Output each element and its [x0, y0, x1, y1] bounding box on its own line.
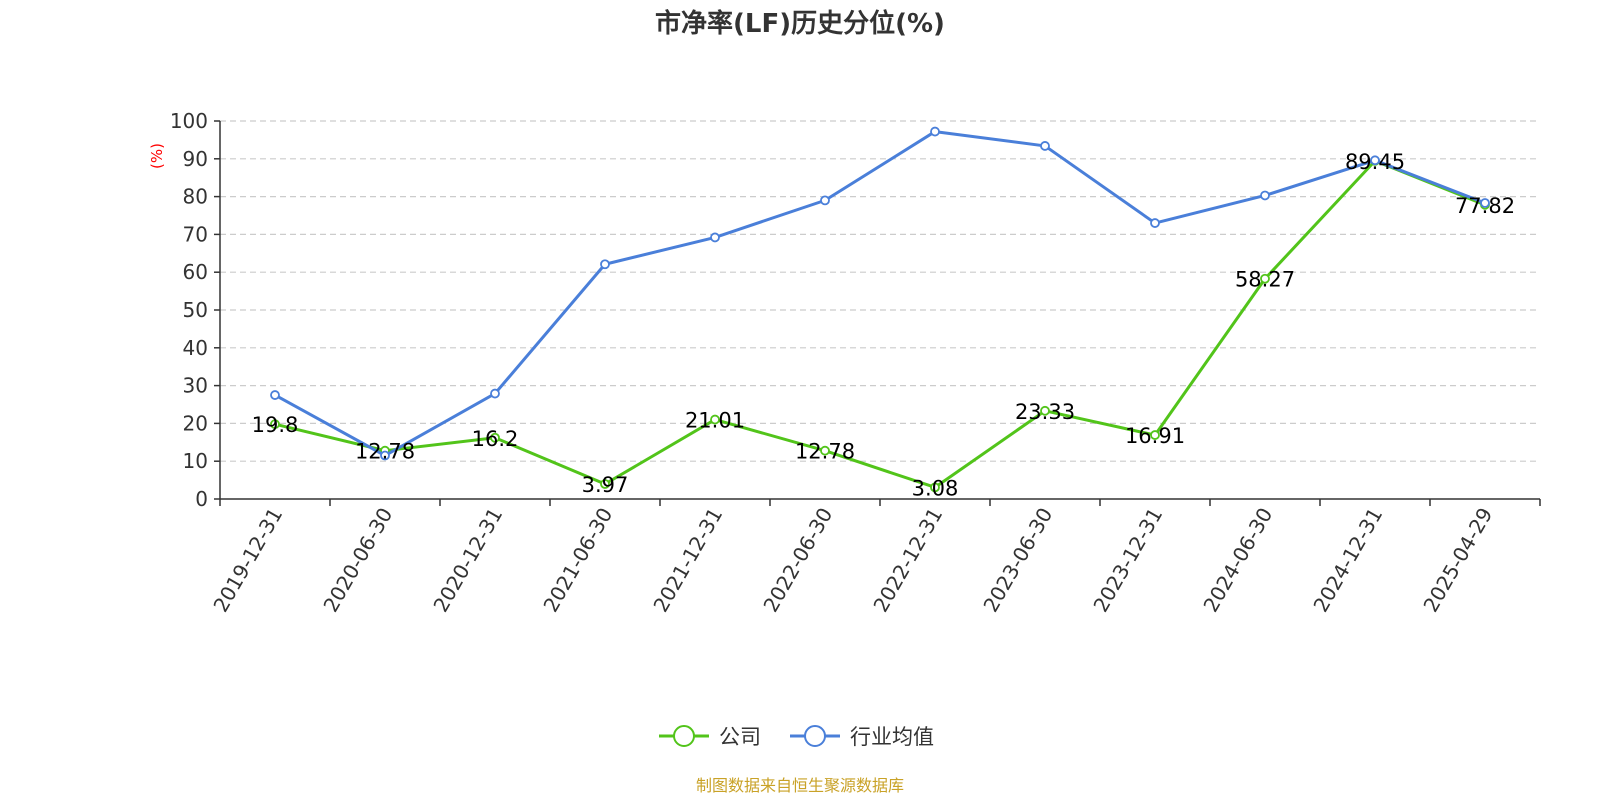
- x-tick-label: 2024-12-31: [1308, 504, 1387, 617]
- y-tick-label: 70: [183, 222, 208, 246]
- series-layer: [270, 126, 1490, 493]
- data-label: 12.78: [355, 440, 415, 464]
- data-label: 89.45: [1345, 150, 1405, 174]
- series-point-0: [930, 482, 940, 493]
- legend-item-0[interactable]: 公司: [659, 725, 761, 749]
- series-point-1: [1260, 190, 1270, 201]
- series-point-1: [820, 195, 830, 206]
- series-point-1: [710, 232, 720, 243]
- legend-marker: [804, 725, 826, 747]
- data-label: 77.82: [1455, 194, 1515, 218]
- y-tick-label: 60: [183, 260, 208, 284]
- series-point-0: [1260, 273, 1270, 284]
- x-tick-label: 2021-12-31: [648, 504, 727, 617]
- x-tick-label: 2023-06-30: [978, 504, 1057, 617]
- legend[interactable]: 公司 行业均值: [659, 725, 934, 749]
- series-point-0: [1040, 405, 1050, 416]
- y-tick-label: 100: [170, 109, 208, 133]
- data-label: 16.2: [472, 427, 519, 451]
- y-tick-label: 0: [195, 487, 208, 511]
- series-point-0: [600, 479, 610, 489]
- series-point-0: [1150, 430, 1160, 440]
- data-label: 58.27: [1235, 268, 1295, 292]
- legend-marker: [673, 725, 695, 747]
- x-tick-label: 2023-12-31: [1088, 504, 1167, 617]
- legend-label: 行业均值: [850, 725, 934, 749]
- y-tick-label: 50: [183, 298, 208, 322]
- series-line-0: [274, 159, 1486, 489]
- data-label: 3.08: [912, 476, 959, 500]
- source-note: 制图数据来自恒生聚源数据库: [696, 776, 904, 795]
- series-point-1: [1480, 198, 1490, 208]
- series-point-0: [820, 445, 830, 456]
- x-tick-label: 2022-06-30: [758, 504, 837, 617]
- series-line-1: [274, 130, 1486, 458]
- y-tick-label: 40: [183, 336, 208, 360]
- data-label: 16.91: [1125, 424, 1185, 448]
- x-tick-label: 2025-04-29: [1418, 504, 1497, 617]
- series-point-1: [1370, 155, 1380, 166]
- series-point-1: [1150, 218, 1160, 228]
- data-label: 21.01: [685, 409, 745, 433]
- chart-title: 市净率(LF)历史分位(%): [655, 8, 945, 39]
- data-label: 19.8: [252, 413, 299, 437]
- series-point-1: [490, 388, 500, 399]
- data-label: 23.33: [1015, 400, 1075, 424]
- axes: 0 10 20 30 40 50 60 70 80 90 100 2019-12-31 2020-06-…: [170, 109, 1541, 617]
- series-point-1: [270, 390, 280, 400]
- series-point-0: [490, 432, 500, 443]
- y-tick-label: 90: [183, 147, 208, 171]
- x-tick-label: 2020-12-31: [428, 504, 507, 617]
- x-tick-label: 2024-06-30: [1198, 504, 1277, 617]
- y-tick-label: 30: [183, 374, 208, 398]
- x-tick-label: 2022-12-31: [868, 504, 947, 617]
- series-point-0: [710, 414, 720, 425]
- legend-label: 公司: [719, 725, 761, 749]
- x-tick-label: 2020-06-30: [318, 504, 397, 617]
- series-point-1: [600, 259, 610, 270]
- legend-item-1[interactable]: 行业均值: [790, 725, 934, 749]
- y-tick-label: 20: [183, 411, 208, 435]
- series-point-0: [270, 419, 280, 430]
- x-tick-label: 2021-06-30: [538, 504, 617, 617]
- data-label: 3.97: [582, 473, 629, 497]
- data-label: 12.78: [795, 440, 855, 464]
- y-axis-unit-label: (%): [148, 143, 166, 169]
- series-point-1: [380, 450, 390, 461]
- x-tick-label: 2019-12-31: [208, 504, 287, 617]
- series-point-1: [1040, 141, 1050, 151]
- y-tick-label: 80: [183, 185, 208, 209]
- data-labels: 19.8 12.78 16.2 3.97 21.01 12.78 3.08 23.33 16.9…: [252, 150, 1515, 500]
- series-point-1: [930, 126, 940, 137]
- y-tick-label: 10: [183, 449, 208, 473]
